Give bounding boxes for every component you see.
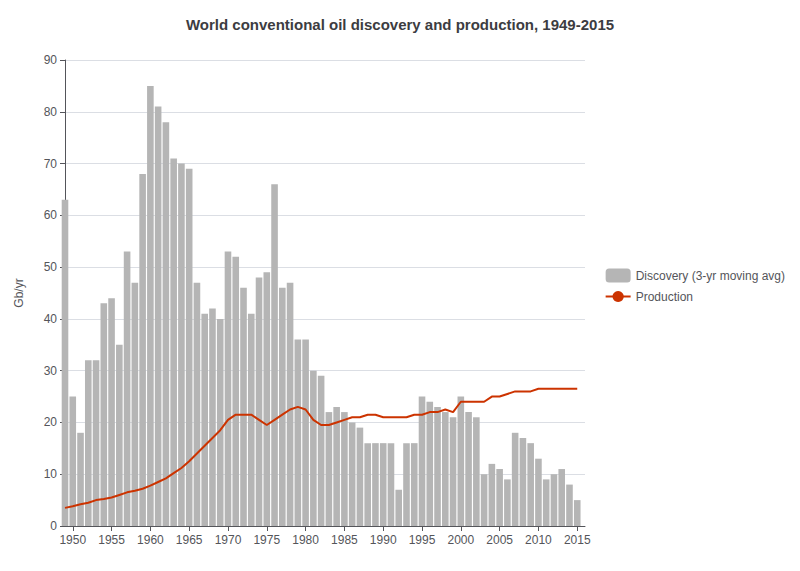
svg-text:30: 30 [44,364,58,378]
svg-text:10: 10 [44,467,58,481]
svg-text:Production: Production [636,290,693,304]
svg-text:1960: 1960 [137,533,164,547]
svg-text:0: 0 [50,519,57,533]
svg-text:1955: 1955 [98,533,125,547]
svg-text:2005: 2005 [486,533,513,547]
svg-text:1990: 1990 [370,533,397,547]
svg-text:1980: 1980 [292,533,319,547]
svg-text:70: 70 [44,157,58,171]
svg-text:2015: 2015 [564,533,591,547]
svg-text:Discovery (3-yr moving avg): Discovery (3-yr moving avg) [636,269,785,283]
svg-text:Gb/yr: Gb/yr [12,278,26,307]
svg-text:1950: 1950 [59,533,86,547]
svg-text:40: 40 [44,312,58,326]
svg-text:1975: 1975 [253,533,280,547]
svg-text:20: 20 [44,415,58,429]
svg-text:80: 80 [44,105,58,119]
svg-text:World conventional oil discove: World conventional oil discovery and pro… [186,16,614,33]
svg-text:60: 60 [44,208,58,222]
svg-text:1965: 1965 [176,533,203,547]
svg-text:2000: 2000 [447,533,474,547]
svg-text:1970: 1970 [215,533,242,547]
svg-text:1995: 1995 [409,533,436,547]
svg-text:1985: 1985 [331,533,358,547]
svg-text:50: 50 [44,260,58,274]
svg-text:2010: 2010 [525,533,552,547]
svg-text:90: 90 [44,53,58,67]
